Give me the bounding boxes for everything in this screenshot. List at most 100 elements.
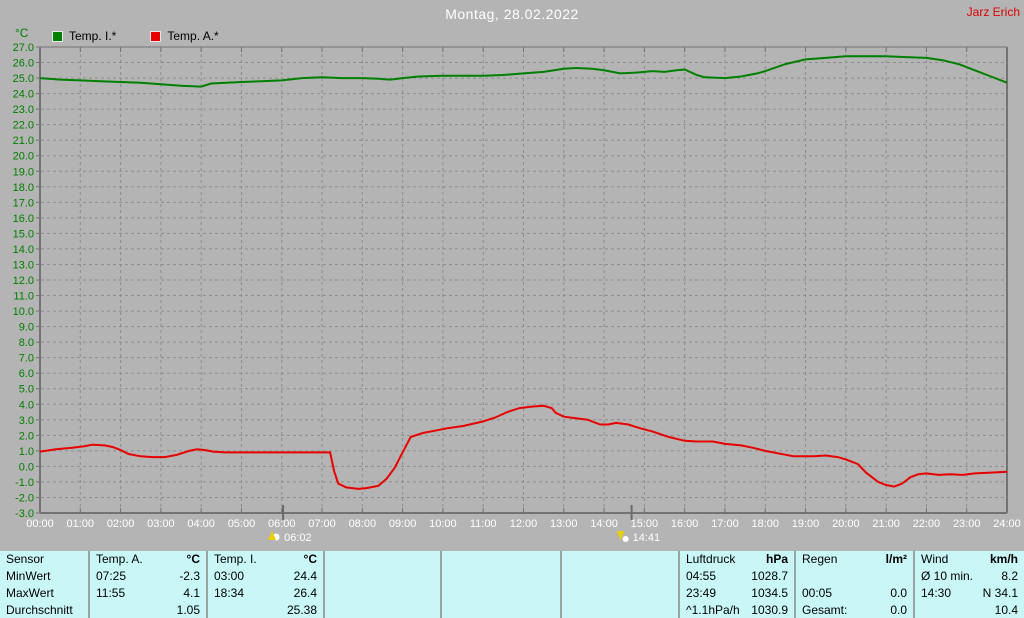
y-axis-label: 18.0	[13, 182, 34, 194]
y-axis-label: 17.0	[13, 197, 34, 209]
table-row: 10.4	[915, 601, 1024, 618]
column-title: Regen	[802, 552, 838, 567]
y-axis-label: 10.0	[13, 306, 34, 318]
y-axis-label: 0.0	[19, 461, 34, 473]
table-data-column: Temp. I. °C 03:00 24.4 18:34 26.4 25.38	[206, 551, 323, 618]
y-axis-label: 26.0	[13, 58, 34, 70]
x-axis-label: 01:00	[67, 518, 95, 530]
sun-event-time: 06:02	[284, 532, 312, 544]
x-axis-label: 22:00	[913, 518, 941, 530]
table-label-column: Sensor MinWert MaxWert Durchschnitt	[0, 551, 88, 618]
column-unit: °C	[186, 552, 200, 567]
table-data-column: Luftdruck hPa 04:55 1028.7 23:49 1034.5 ^1.1hP…	[678, 551, 794, 618]
column-unit: l/m²	[885, 552, 907, 567]
y-axis-label: 21.0	[13, 135, 34, 147]
table-row: 23:49 1034.5	[680, 585, 794, 602]
temperature-chart: -3.0 -2.0 -1.0 0.0 1.0 2.0 3.0 4.0 5.0 6.0 7.0 8.0 9…	[13, 42, 1021, 544]
table-data-column	[440, 551, 560, 618]
legend-swatch-green	[52, 30, 63, 42]
table-row: Durchschnitt	[0, 601, 88, 618]
column-unit: hPa	[765, 552, 788, 567]
row-label: MinWert	[6, 569, 51, 584]
column-title: Wind	[921, 552, 949, 567]
y-axis-label: 2.0	[19, 430, 34, 442]
x-axis-label: 07:00	[308, 518, 336, 530]
x-axis-label: 23:00	[953, 518, 981, 530]
x-axis-label: 15:00	[631, 518, 659, 530]
x-axis-label: 12:00	[510, 518, 538, 530]
x-axis-label: 16:00	[671, 518, 699, 530]
cell-value: 1030.9	[751, 602, 788, 617]
table-column-header: Regen l/m²	[796, 551, 913, 568]
cell-value: 1028.7	[751, 569, 788, 584]
cell-time: Ø 10 min.	[921, 569, 974, 584]
table-column-header: Luftdruck hPa	[680, 551, 794, 568]
table-data-column: Temp. A. °C 07:25 -2.3 11:55 4.1 1.05	[88, 551, 206, 618]
x-axis-label: 21:00	[872, 518, 900, 530]
legend-label-temp-innen: Temp. I.*	[69, 29, 117, 43]
cell-value: 26.4	[293, 585, 317, 600]
y-axis-label: 15.0	[13, 228, 34, 240]
chart-legend: Temp. I.* Temp. A.*	[52, 29, 219, 43]
column-unit: °C	[303, 552, 317, 567]
y-axis-label: 13.0	[13, 259, 34, 271]
table-row	[325, 568, 440, 585]
table-data-column	[560, 551, 678, 618]
table-row: Sensor	[0, 551, 88, 568]
x-axis-label: 04:00	[187, 518, 215, 530]
y-axis-label: 22.0	[13, 120, 34, 132]
table-row	[562, 568, 678, 585]
table-row	[562, 601, 678, 618]
sensor-data-table: Sensor MinWert MaxWert Durchschnitt Temp. A.…	[0, 551, 1024, 618]
cell-value: 1034.5	[751, 585, 788, 600]
table-column-header: Temp. A. °C	[90, 551, 206, 568]
x-axis-label: 10:00	[429, 518, 457, 530]
table-row: MinWert	[0, 568, 88, 585]
table-data-column: Regen l/m² 00:05 0.0 Gesamt: 0.0	[794, 551, 913, 618]
y-axis-label: 9.0	[19, 322, 34, 334]
y-axis-label: -2.0	[15, 492, 34, 504]
x-axis-label: 02:00	[107, 518, 135, 530]
x-axis-label: 05:00	[228, 518, 256, 530]
y-axis-label: 20.0	[13, 151, 34, 163]
y-axis-label: 19.0	[13, 166, 34, 178]
column-title: Luftdruck	[686, 552, 736, 567]
cell-time: 03:00	[214, 569, 245, 584]
y-axis-label: 24.0	[13, 89, 34, 101]
table-row	[796, 568, 913, 585]
table-row	[442, 585, 560, 602]
cell-time: 04:55	[686, 569, 717, 584]
table-row: 11:55 4.1	[90, 585, 206, 602]
table-row: 25.38	[208, 601, 323, 618]
table-row: 18:34 26.4	[208, 585, 323, 602]
column-title: Temp. I.	[214, 552, 257, 567]
y-axis-label: 14.0	[13, 244, 34, 256]
series-line-temp-aussen	[39, 404, 1008, 490]
table-row	[325, 601, 440, 618]
x-axis-label: 18:00	[751, 518, 779, 530]
table-row	[325, 585, 440, 602]
page-title: Montag, 28.02.2022	[445, 6, 579, 22]
table-row: Gesamt: 0.0	[796, 601, 913, 618]
cell-time: 11:55	[96, 585, 126, 600]
legend-item-temp-innen: Temp. I.*	[52, 29, 116, 43]
legend-label-temp-aussen: Temp. A.*	[167, 29, 219, 43]
cell-time: 14:30	[921, 585, 952, 600]
y-axis-unit-label: °C	[15, 26, 29, 40]
cell-value: 0.0	[890, 585, 907, 600]
table-data-column: Wind km/h Ø 10 min. 8.2 14:30 N 34.1 10.4	[913, 551, 1024, 618]
y-axis-label: -1.0	[15, 477, 34, 489]
series-line-temp-innen	[39, 55, 1008, 88]
column-title: Temp. A.	[96, 552, 143, 567]
cell-value: 25.38	[286, 602, 317, 617]
cell-value: 24.4	[293, 569, 317, 584]
table-row: ^1.1hPa/h 1030.9	[680, 601, 794, 618]
table-row: MaxWert	[0, 585, 88, 602]
table-row: 1.05	[90, 601, 206, 618]
y-axis-label: 6.0	[19, 368, 34, 380]
y-axis-label: 5.0	[19, 384, 34, 396]
table-column-header: Temp. I. °C	[208, 551, 323, 568]
sun-event-time: 14:41	[633, 532, 661, 544]
table-column-header: Wind km/h	[915, 551, 1024, 568]
